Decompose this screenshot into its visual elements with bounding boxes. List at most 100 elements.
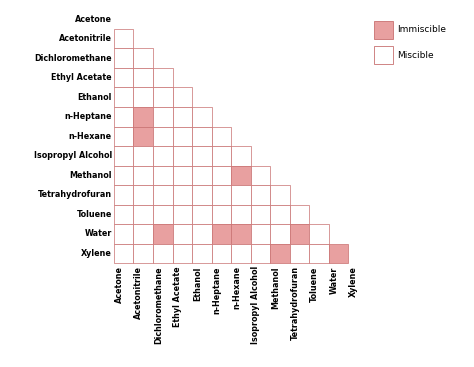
Text: Immiscible: Immiscible — [397, 25, 446, 34]
Bar — [270, 244, 290, 263]
Bar — [211, 185, 231, 205]
Bar — [251, 224, 270, 244]
Bar — [114, 48, 134, 68]
Bar — [231, 166, 251, 185]
Text: Tetrahydrofuran: Tetrahydrofuran — [38, 190, 112, 199]
Bar — [231, 146, 251, 166]
Text: Ethanol: Ethanol — [193, 266, 202, 301]
Bar — [134, 68, 153, 87]
Bar — [134, 244, 153, 263]
Bar — [173, 166, 192, 185]
Bar — [153, 244, 173, 263]
Bar — [290, 224, 310, 244]
Text: Toluene: Toluene — [77, 210, 112, 219]
Text: Xylene: Xylene — [81, 249, 112, 258]
Text: Methanol: Methanol — [271, 266, 280, 309]
Text: Dichloromethane: Dichloromethane — [154, 266, 163, 344]
Text: Tetrahydrofuran: Tetrahydrofuran — [291, 266, 300, 340]
Bar — [192, 166, 211, 185]
Bar — [114, 87, 134, 107]
Text: Ethyl Acetate: Ethyl Acetate — [173, 266, 182, 327]
Text: Water: Water — [85, 229, 112, 239]
Bar — [251, 166, 270, 185]
Text: n-Heptane: n-Heptane — [64, 112, 112, 121]
Text: Isopropyl Alcohol: Isopropyl Alcohol — [34, 151, 112, 160]
Text: Acetonitrile: Acetonitrile — [134, 266, 143, 319]
Text: n-Hexane: n-Hexane — [232, 266, 241, 309]
Bar — [153, 205, 173, 224]
Bar — [192, 185, 211, 205]
Bar — [134, 185, 153, 205]
Bar — [211, 244, 231, 263]
Bar — [270, 185, 290, 205]
Bar — [290, 244, 310, 263]
Bar — [211, 224, 231, 244]
Bar — [134, 87, 153, 107]
Bar — [310, 244, 329, 263]
Bar — [251, 205, 270, 224]
Bar — [231, 224, 251, 244]
Bar — [153, 87, 173, 107]
Bar — [231, 185, 251, 205]
Bar — [173, 127, 192, 146]
Bar — [153, 68, 173, 87]
Bar — [153, 107, 173, 127]
Text: Ethyl Acetate: Ethyl Acetate — [51, 73, 112, 82]
Bar — [192, 244, 211, 263]
Bar — [114, 146, 134, 166]
Text: Xylene: Xylene — [349, 266, 358, 297]
Bar — [114, 29, 134, 48]
Bar — [173, 185, 192, 205]
Bar — [192, 224, 211, 244]
Bar — [134, 205, 153, 224]
Bar — [192, 127, 211, 146]
Bar — [134, 107, 153, 127]
Bar — [173, 87, 192, 107]
Text: Isopropyl Alcohol: Isopropyl Alcohol — [252, 266, 261, 345]
Bar — [134, 224, 153, 244]
Bar — [374, 21, 393, 39]
Bar — [134, 146, 153, 166]
Bar — [173, 205, 192, 224]
Bar — [114, 68, 134, 87]
Text: n-Heptane: n-Heptane — [212, 266, 221, 314]
Bar — [211, 166, 231, 185]
Bar — [134, 48, 153, 68]
Bar — [173, 224, 192, 244]
Bar — [114, 205, 134, 224]
Text: Acetonitrile: Acetonitrile — [59, 34, 112, 43]
Bar — [153, 185, 173, 205]
Bar — [329, 244, 348, 263]
Bar — [270, 224, 290, 244]
Bar — [192, 205, 211, 224]
Bar — [173, 146, 192, 166]
Bar — [114, 224, 134, 244]
Bar — [192, 146, 211, 166]
Bar — [310, 224, 329, 244]
Bar — [114, 127, 134, 146]
Bar — [114, 244, 134, 263]
Bar — [114, 107, 134, 127]
Text: n-Hexane: n-Hexane — [69, 132, 112, 141]
Text: Ethanol: Ethanol — [78, 93, 112, 102]
Bar — [374, 46, 393, 64]
Bar — [114, 185, 134, 205]
Bar — [114, 166, 134, 185]
Bar — [290, 205, 310, 224]
Bar — [231, 244, 251, 263]
Bar — [211, 146, 231, 166]
Bar — [192, 107, 211, 127]
Text: Dichloromethane: Dichloromethane — [35, 54, 112, 63]
Text: Toluene: Toluene — [310, 266, 319, 302]
Bar — [251, 185, 270, 205]
Bar — [153, 224, 173, 244]
Bar — [134, 166, 153, 185]
Bar — [153, 146, 173, 166]
Bar — [270, 205, 290, 224]
Bar — [153, 166, 173, 185]
Bar — [173, 107, 192, 127]
Bar — [134, 127, 153, 146]
Text: Water: Water — [329, 266, 338, 294]
Bar — [211, 205, 231, 224]
Bar — [153, 127, 173, 146]
